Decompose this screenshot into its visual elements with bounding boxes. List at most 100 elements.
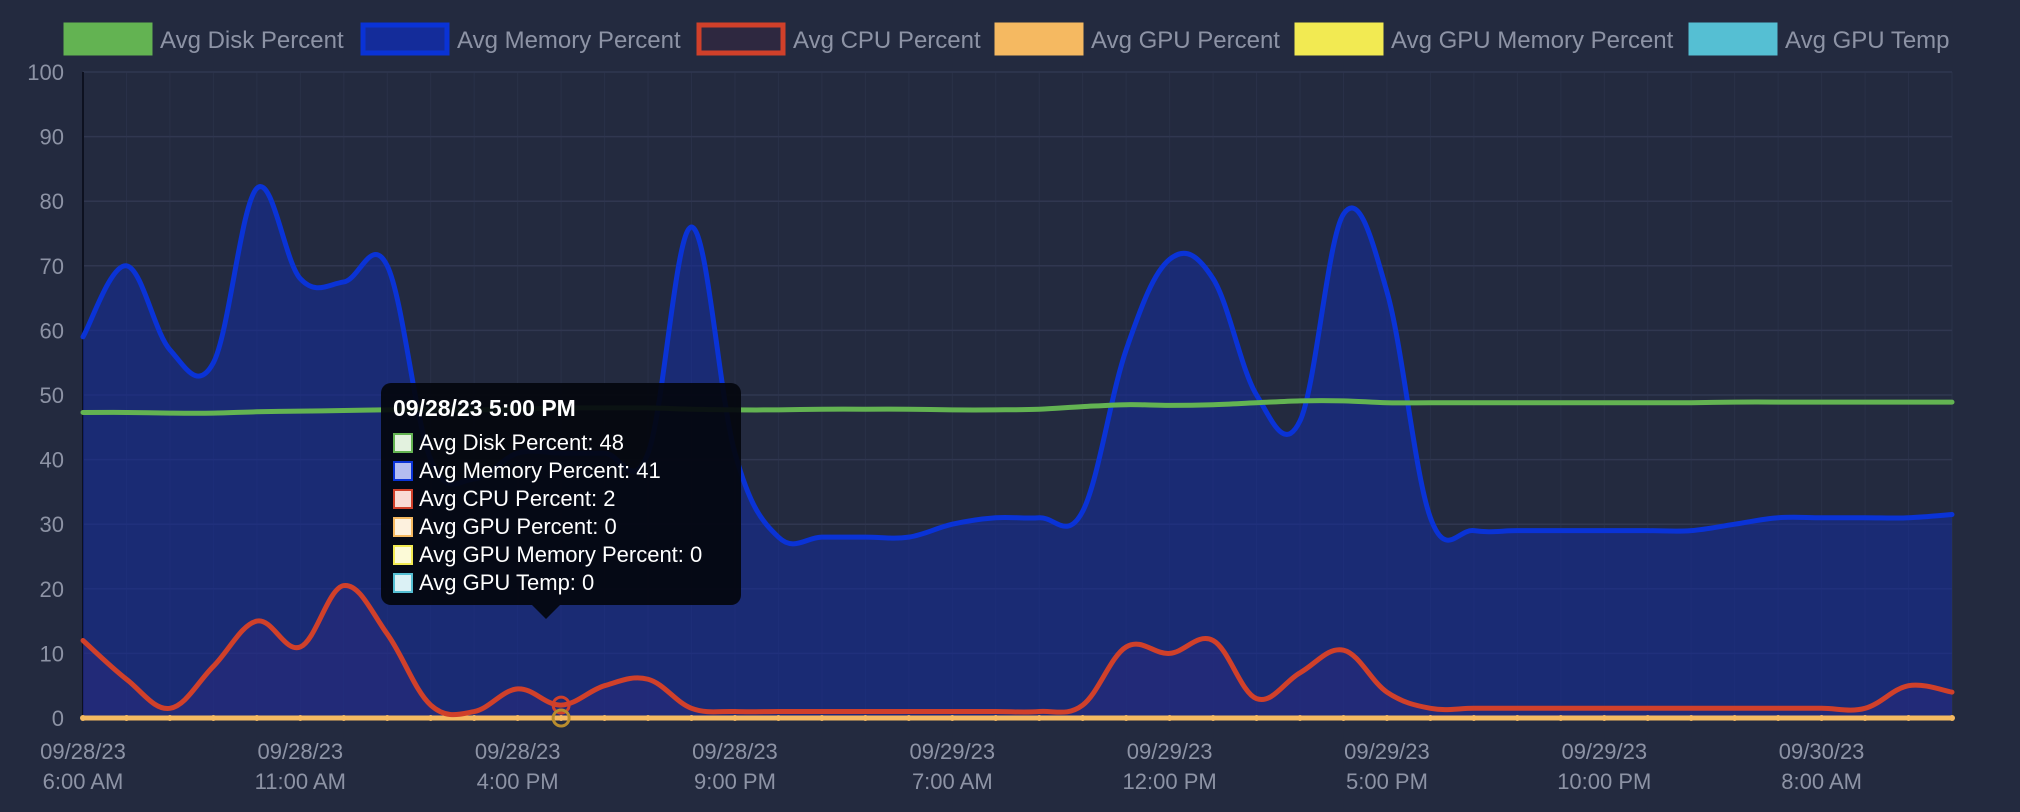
data-point[interactable] bbox=[210, 715, 217, 721]
legend-label: Avg Disk Percent bbox=[160, 27, 344, 54]
data-point[interactable] bbox=[514, 715, 521, 721]
data-point[interactable] bbox=[1775, 715, 1782, 721]
x-tick-label-time: 7:00 AM bbox=[912, 769, 993, 794]
data-point[interactable] bbox=[775, 715, 782, 721]
data-point[interactable] bbox=[471, 715, 478, 721]
data-point[interactable] bbox=[1427, 715, 1434, 721]
data-point[interactable] bbox=[1166, 715, 1173, 721]
x-tick-label-time: 9:00 PM bbox=[694, 769, 776, 794]
data-point[interactable] bbox=[645, 715, 652, 721]
data-point[interactable] bbox=[731, 715, 738, 721]
y-tick-label: 50 bbox=[40, 383, 64, 408]
data-point[interactable] bbox=[1383, 715, 1390, 721]
data-point[interactable] bbox=[1905, 715, 1912, 721]
legend-label: Avg CPU Percent bbox=[793, 27, 981, 54]
tooltip-row-disk: Avg Disk Percent: 48 bbox=[393, 429, 729, 457]
x-tick-label-time: 5:00 PM bbox=[1346, 769, 1428, 794]
data-point[interactable] bbox=[297, 715, 304, 721]
y-tick-label: 60 bbox=[40, 318, 64, 343]
data-point[interactable] bbox=[1731, 715, 1738, 721]
series-points bbox=[80, 695, 1955, 728]
tooltip-text-disk: Avg Disk Percent: 48 bbox=[419, 430, 625, 455]
data-point[interactable] bbox=[166, 715, 173, 721]
data-point[interactable] bbox=[340, 715, 347, 721]
active-point-cpu bbox=[551, 695, 571, 715]
tooltip-swatch-gpu-memory bbox=[393, 545, 413, 565]
tooltip-text-gpu-memory: Avg GPU Memory Percent: 0 bbox=[419, 542, 703, 567]
y-tick-label: 20 bbox=[40, 577, 64, 602]
legend-item[interactable]: Avg Memory Percent bbox=[360, 22, 681, 56]
data-point[interactable] bbox=[688, 715, 695, 721]
data-point[interactable] bbox=[1949, 715, 1955, 721]
data-point[interactable] bbox=[1557, 715, 1564, 721]
data-point[interactable] bbox=[1123, 715, 1130, 721]
data-point[interactable] bbox=[1818, 715, 1825, 721]
legend-label: Avg GPU Percent bbox=[1091, 27, 1280, 54]
data-point[interactable] bbox=[1340, 715, 1347, 721]
x-tick-label-date: 09/29/23 bbox=[909, 739, 995, 764]
data-point[interactable] bbox=[1036, 715, 1043, 721]
tooltip-swatch-memory bbox=[393, 461, 413, 481]
data-point[interactable] bbox=[384, 715, 391, 721]
x-tick-label-time: 6:00 AM bbox=[43, 769, 124, 794]
legend-item[interactable]: Avg GPU Temp bbox=[1688, 22, 1950, 56]
legend-item[interactable]: Avg CPU Percent bbox=[696, 22, 981, 56]
data-point[interactable] bbox=[253, 715, 260, 721]
data-point[interactable] bbox=[558, 715, 565, 721]
data-point[interactable] bbox=[1514, 715, 1521, 721]
y-tick-label: 80 bbox=[40, 189, 64, 214]
y-tick-label: 100 bbox=[27, 60, 64, 85]
legend-swatch bbox=[994, 22, 1084, 56]
legend-swatch bbox=[1688, 22, 1778, 56]
tooltip-row-gpu-memory: Avg GPU Memory Percent: 0 bbox=[393, 541, 729, 569]
data-point[interactable] bbox=[80, 715, 86, 721]
data-point[interactable] bbox=[949, 715, 956, 721]
legend-swatch bbox=[63, 22, 153, 56]
data-point[interactable] bbox=[1688, 715, 1695, 721]
x-tick-label-date: 09/29/23 bbox=[1127, 739, 1213, 764]
data-point[interactable] bbox=[1470, 715, 1477, 721]
tooltip-swatch-gpu bbox=[393, 517, 413, 537]
x-axis: 09/28/23 6:00 AM 09/28/23 11:00 AM 09/28/23 4… bbox=[40, 739, 1864, 794]
tooltip-text-memory: Avg Memory Percent: 41 bbox=[419, 458, 661, 483]
data-point[interactable] bbox=[1862, 715, 1869, 721]
data-point[interactable] bbox=[1644, 715, 1651, 721]
data-point[interactable] bbox=[1253, 715, 1260, 721]
data-point[interactable] bbox=[601, 715, 608, 721]
x-tick-label-date: 09/28/23 bbox=[40, 739, 126, 764]
tooltip-caret bbox=[532, 605, 561, 619]
data-point[interactable] bbox=[1601, 715, 1608, 721]
legend-item[interactable]: Avg GPU Memory Percent bbox=[1294, 22, 1674, 56]
series-lines bbox=[80, 184, 1955, 721]
avg-memory-percent-line bbox=[80, 184, 1955, 547]
legend-swatch bbox=[696, 22, 786, 56]
data-point[interactable] bbox=[862, 715, 869, 721]
legend-label: Avg GPU Memory Percent bbox=[1391, 27, 1674, 54]
data-point[interactable] bbox=[992, 715, 999, 721]
tooltip-row-gpu-temp: Avg GPU Temp: 0 bbox=[393, 569, 729, 597]
legend-item[interactable]: Avg GPU Percent bbox=[994, 22, 1280, 56]
data-point[interactable] bbox=[1079, 715, 1086, 721]
legend-swatch bbox=[360, 22, 450, 56]
x-tick-label-time: 10:00 PM bbox=[1557, 769, 1651, 794]
data-point[interactable] bbox=[1210, 715, 1217, 721]
y-tick-label: 90 bbox=[40, 125, 64, 150]
y-tick-label: 10 bbox=[40, 641, 64, 666]
tooltip-text-gpu: Avg GPU Percent: 0 bbox=[419, 514, 617, 539]
data-point[interactable] bbox=[123, 715, 130, 721]
tooltip-row-memory: Avg Memory Percent: 41 bbox=[393, 457, 729, 485]
tooltip-swatch-gpu-temp bbox=[393, 573, 413, 593]
data-point[interactable] bbox=[427, 715, 434, 721]
tooltip-row-gpu: Avg GPU Percent: 0 bbox=[393, 513, 729, 541]
data-point[interactable] bbox=[905, 715, 912, 721]
legend-item[interactable]: Avg Disk Percent bbox=[63, 22, 344, 56]
data-point[interactable] bbox=[818, 715, 825, 721]
tooltip-row-cpu: Avg CPU Percent: 2 bbox=[393, 485, 729, 513]
y-axis: 0 10 20 30 40 50 60 70 80 90 100 bbox=[27, 60, 84, 731]
tooltip: 09/28/23 5:00 PM Avg Disk Percent: 48 Av… bbox=[381, 383, 741, 619]
active-point-gpu bbox=[551, 708, 571, 728]
tooltip-title: 09/28/23 5:00 PM bbox=[393, 395, 576, 421]
data-point[interactable] bbox=[1297, 715, 1304, 721]
